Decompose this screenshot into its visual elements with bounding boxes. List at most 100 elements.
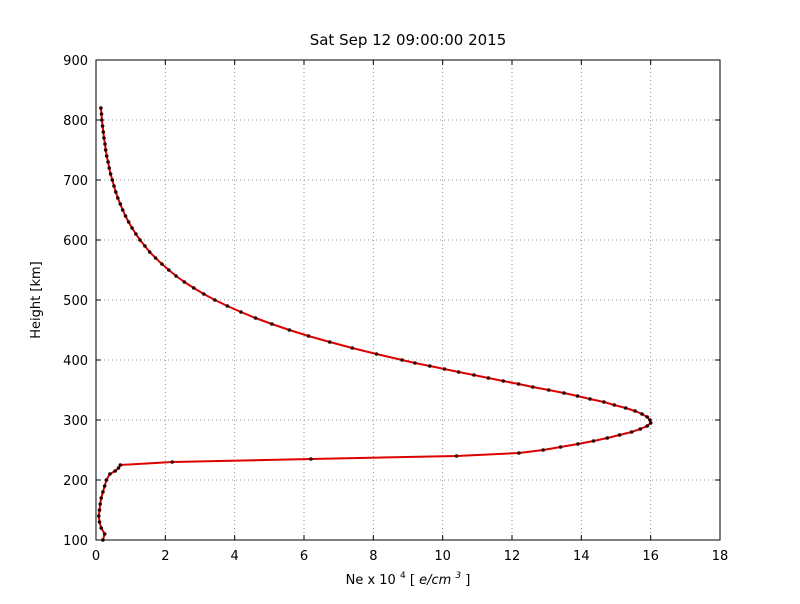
data-point (640, 412, 644, 416)
x-tick-label: 16 (642, 549, 659, 564)
data-point (167, 268, 171, 272)
data-point (516, 382, 521, 386)
data-point (576, 442, 580, 446)
data-point (192, 286, 196, 290)
data-point (558, 445, 563, 449)
data-point (306, 334, 311, 338)
data-point (120, 208, 125, 212)
data-point (617, 433, 622, 437)
data-point (134, 232, 138, 236)
data-point (213, 298, 217, 302)
data-point (225, 304, 230, 308)
x-axis-label-open-bracket: [ (410, 573, 415, 588)
data-point (327, 340, 332, 344)
data-point (108, 172, 113, 176)
y-tick-label: 500 (63, 294, 88, 309)
data-point (253, 316, 258, 320)
x-tick-label: 4 (231, 549, 239, 564)
x-tick-label: 0 (92, 549, 100, 564)
x-tick-label: 2 (161, 549, 169, 564)
grid-layer (95, 59, 721, 541)
data-point (101, 130, 106, 134)
x-axis-label-exponent: 4 (400, 571, 406, 581)
data-point (118, 202, 123, 206)
data-point (100, 118, 104, 122)
y-tick-label: 100 (63, 534, 88, 549)
data-point (182, 280, 187, 284)
data-point (591, 439, 596, 443)
data-point (531, 385, 535, 389)
data-point (102, 532, 107, 536)
data-point (101, 490, 105, 494)
data-point (239, 310, 243, 314)
data-point (102, 136, 106, 140)
x-tick-label: 18 (712, 549, 729, 564)
data-point (99, 112, 104, 116)
data-point (106, 160, 110, 164)
data-point (99, 526, 103, 530)
data-point (454, 454, 459, 458)
data-point (648, 418, 652, 422)
data-point (541, 448, 545, 452)
data-point (110, 178, 115, 182)
data-point (374, 352, 379, 356)
data-point (413, 361, 417, 365)
data-point (645, 415, 649, 419)
data-point (138, 238, 142, 242)
y-tick-label: 200 (63, 474, 88, 489)
data-point (456, 370, 461, 374)
data-point (645, 424, 649, 428)
data-point (102, 484, 107, 488)
data-point (309, 457, 313, 461)
x-axis-label-prefix: Ne x 10 (346, 573, 396, 588)
data-point (638, 427, 643, 431)
data-point (112, 184, 116, 188)
y-tick-label: 900 (63, 54, 88, 69)
data-point (472, 373, 476, 377)
data-point (170, 460, 175, 464)
x-axis-label-close-bracket: ] (465, 573, 470, 588)
data-point (113, 469, 117, 473)
data-line (97, 107, 652, 541)
data-point (130, 226, 134, 230)
x-tick-label: 14 (573, 549, 590, 564)
data-point (605, 436, 610, 440)
y-axis-label: Height [km] (29, 261, 44, 338)
data-point (118, 463, 123, 467)
data-point (174, 274, 178, 278)
data-point (648, 421, 653, 425)
x-axis-label-unit: e/cm (419, 573, 451, 588)
data-point (623, 406, 628, 410)
data-point (486, 376, 491, 380)
tick-label-layer: 0 2 4 6 8 10 12 14 16 18 100 200 300 400 500 600 700 800 9… (63, 54, 728, 564)
data-point (97, 520, 102, 524)
data-point (501, 379, 506, 383)
data-point (116, 196, 120, 200)
data-point (400, 358, 404, 362)
data-point (153, 256, 158, 260)
data-point (107, 166, 111, 170)
x-tick-label: 6 (300, 549, 308, 564)
data-point (100, 124, 105, 128)
y-tick-label: 400 (63, 354, 88, 369)
data-point (202, 292, 206, 296)
data-point (612, 403, 617, 407)
x-axis-label-unit-exponent: 3 (455, 571, 461, 581)
y-tick-label: 700 (63, 174, 88, 189)
data-point (602, 400, 606, 404)
data-point (442, 367, 447, 371)
data-point (147, 250, 152, 254)
y-tick-label: 300 (63, 414, 88, 429)
data-point (126, 220, 131, 224)
data-point (108, 472, 112, 476)
tick-layer (95, 59, 721, 541)
x-tick-label: 8 (369, 549, 377, 564)
data-point (114, 190, 118, 194)
data-point (562, 391, 566, 395)
x-tick-label: 10 (434, 549, 451, 564)
data-point (103, 142, 107, 146)
data-point (99, 496, 103, 500)
data-point (123, 214, 128, 218)
